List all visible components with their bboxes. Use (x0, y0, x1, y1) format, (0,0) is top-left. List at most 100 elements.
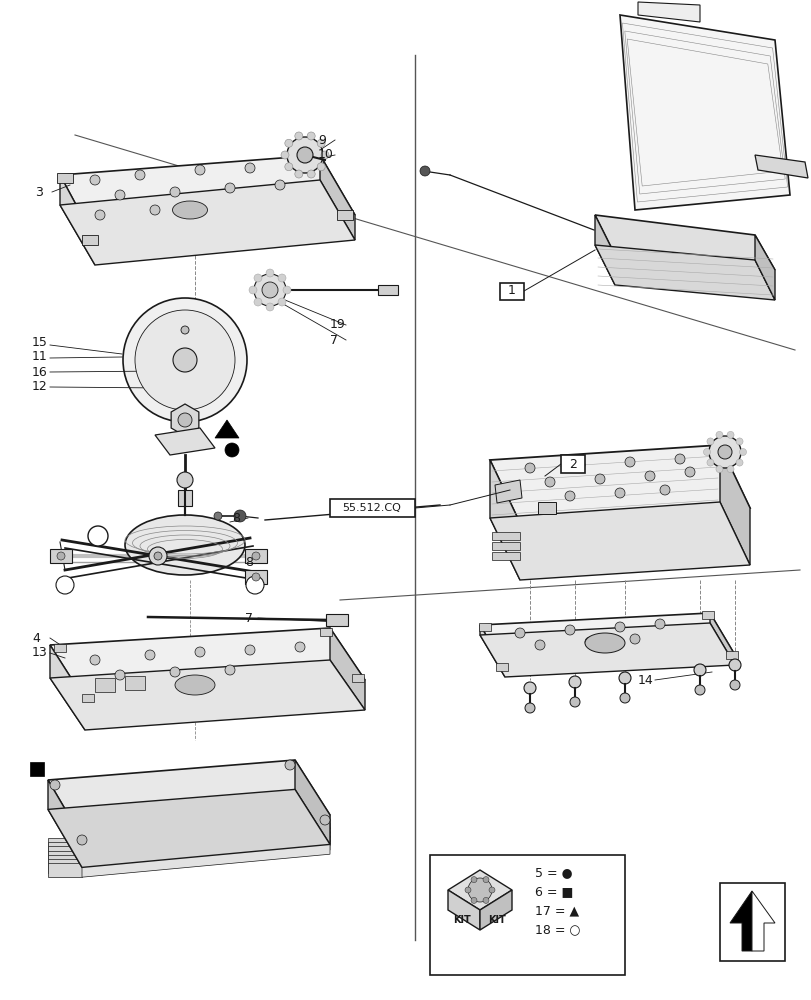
Circle shape (659, 485, 669, 495)
Polygon shape (82, 815, 329, 852)
Polygon shape (478, 623, 491, 631)
Bar (378, 285, 397, 295)
Circle shape (614, 488, 624, 498)
Polygon shape (294, 760, 329, 844)
Circle shape (173, 348, 197, 372)
Polygon shape (82, 823, 329, 860)
Circle shape (262, 282, 277, 298)
Circle shape (135, 170, 145, 180)
Circle shape (735, 438, 742, 445)
Text: 6 = ■: 6 = ■ (534, 886, 573, 898)
Polygon shape (171, 404, 199, 436)
Circle shape (702, 448, 710, 456)
Circle shape (249, 286, 257, 294)
Polygon shape (48, 789, 329, 867)
Circle shape (726, 466, 733, 473)
Text: 2: 2 (569, 458, 577, 471)
Circle shape (706, 438, 713, 445)
Circle shape (620, 693, 629, 703)
Circle shape (715, 431, 722, 438)
Circle shape (285, 163, 293, 171)
Circle shape (234, 510, 246, 522)
Text: 12: 12 (32, 380, 48, 393)
Polygon shape (57, 173, 73, 183)
Circle shape (317, 163, 324, 171)
Bar (245, 570, 267, 584)
Polygon shape (479, 890, 512, 930)
Circle shape (739, 448, 745, 456)
Polygon shape (620, 15, 789, 210)
Circle shape (684, 467, 694, 477)
Circle shape (254, 274, 285, 306)
Circle shape (470, 877, 476, 883)
Polygon shape (48, 838, 82, 852)
Circle shape (594, 474, 604, 484)
Polygon shape (719, 445, 749, 565)
Circle shape (294, 170, 303, 178)
Circle shape (483, 897, 488, 903)
Circle shape (294, 132, 303, 140)
Circle shape (195, 647, 204, 657)
Circle shape (154, 552, 162, 560)
Circle shape (523, 682, 535, 694)
Ellipse shape (584, 633, 624, 653)
Text: 10: 10 (318, 148, 333, 161)
Circle shape (90, 175, 100, 185)
Text: 5 = ●: 5 = ● (534, 866, 572, 880)
Circle shape (286, 137, 323, 173)
Circle shape (514, 628, 525, 638)
Circle shape (654, 619, 664, 629)
Circle shape (693, 664, 705, 676)
Circle shape (195, 165, 204, 175)
Polygon shape (495, 480, 521, 503)
Polygon shape (50, 628, 365, 700)
Circle shape (488, 887, 495, 893)
Circle shape (145, 650, 155, 660)
Polygon shape (725, 651, 737, 659)
Circle shape (569, 676, 581, 688)
Circle shape (419, 166, 430, 176)
Polygon shape (594, 245, 774, 300)
Circle shape (726, 431, 733, 438)
Circle shape (90, 655, 100, 665)
Text: 55.512.CQ: 55.512.CQ (342, 503, 401, 513)
Polygon shape (329, 628, 365, 710)
Bar (178, 490, 191, 506)
Circle shape (470, 897, 476, 903)
Text: 18 = ○: 18 = ○ (534, 924, 580, 936)
Circle shape (266, 303, 273, 311)
Text: 15: 15 (32, 336, 48, 349)
Circle shape (169, 187, 180, 197)
Circle shape (178, 413, 191, 427)
Bar (245, 549, 267, 563)
Circle shape (629, 634, 639, 644)
Circle shape (694, 685, 704, 695)
Polygon shape (48, 855, 82, 869)
Polygon shape (320, 155, 354, 240)
Circle shape (95, 210, 105, 220)
Circle shape (465, 887, 470, 893)
Circle shape (307, 170, 315, 178)
Polygon shape (479, 613, 734, 667)
Bar (491, 532, 519, 540)
Polygon shape (337, 210, 353, 220)
Circle shape (574, 460, 584, 470)
Circle shape (317, 139, 324, 147)
Text: 8: 8 (245, 556, 253, 570)
Text: 8: 8 (232, 512, 240, 524)
Circle shape (614, 622, 624, 632)
Circle shape (706, 459, 713, 466)
Polygon shape (729, 891, 751, 951)
Circle shape (624, 457, 634, 467)
Circle shape (564, 625, 574, 635)
Circle shape (294, 158, 305, 168)
Polygon shape (496, 663, 508, 671)
Polygon shape (82, 836, 329, 873)
Circle shape (297, 147, 312, 163)
Circle shape (569, 697, 579, 707)
Circle shape (283, 286, 290, 294)
Circle shape (294, 642, 305, 652)
Circle shape (57, 552, 65, 560)
Circle shape (214, 512, 221, 520)
Circle shape (175, 320, 195, 340)
